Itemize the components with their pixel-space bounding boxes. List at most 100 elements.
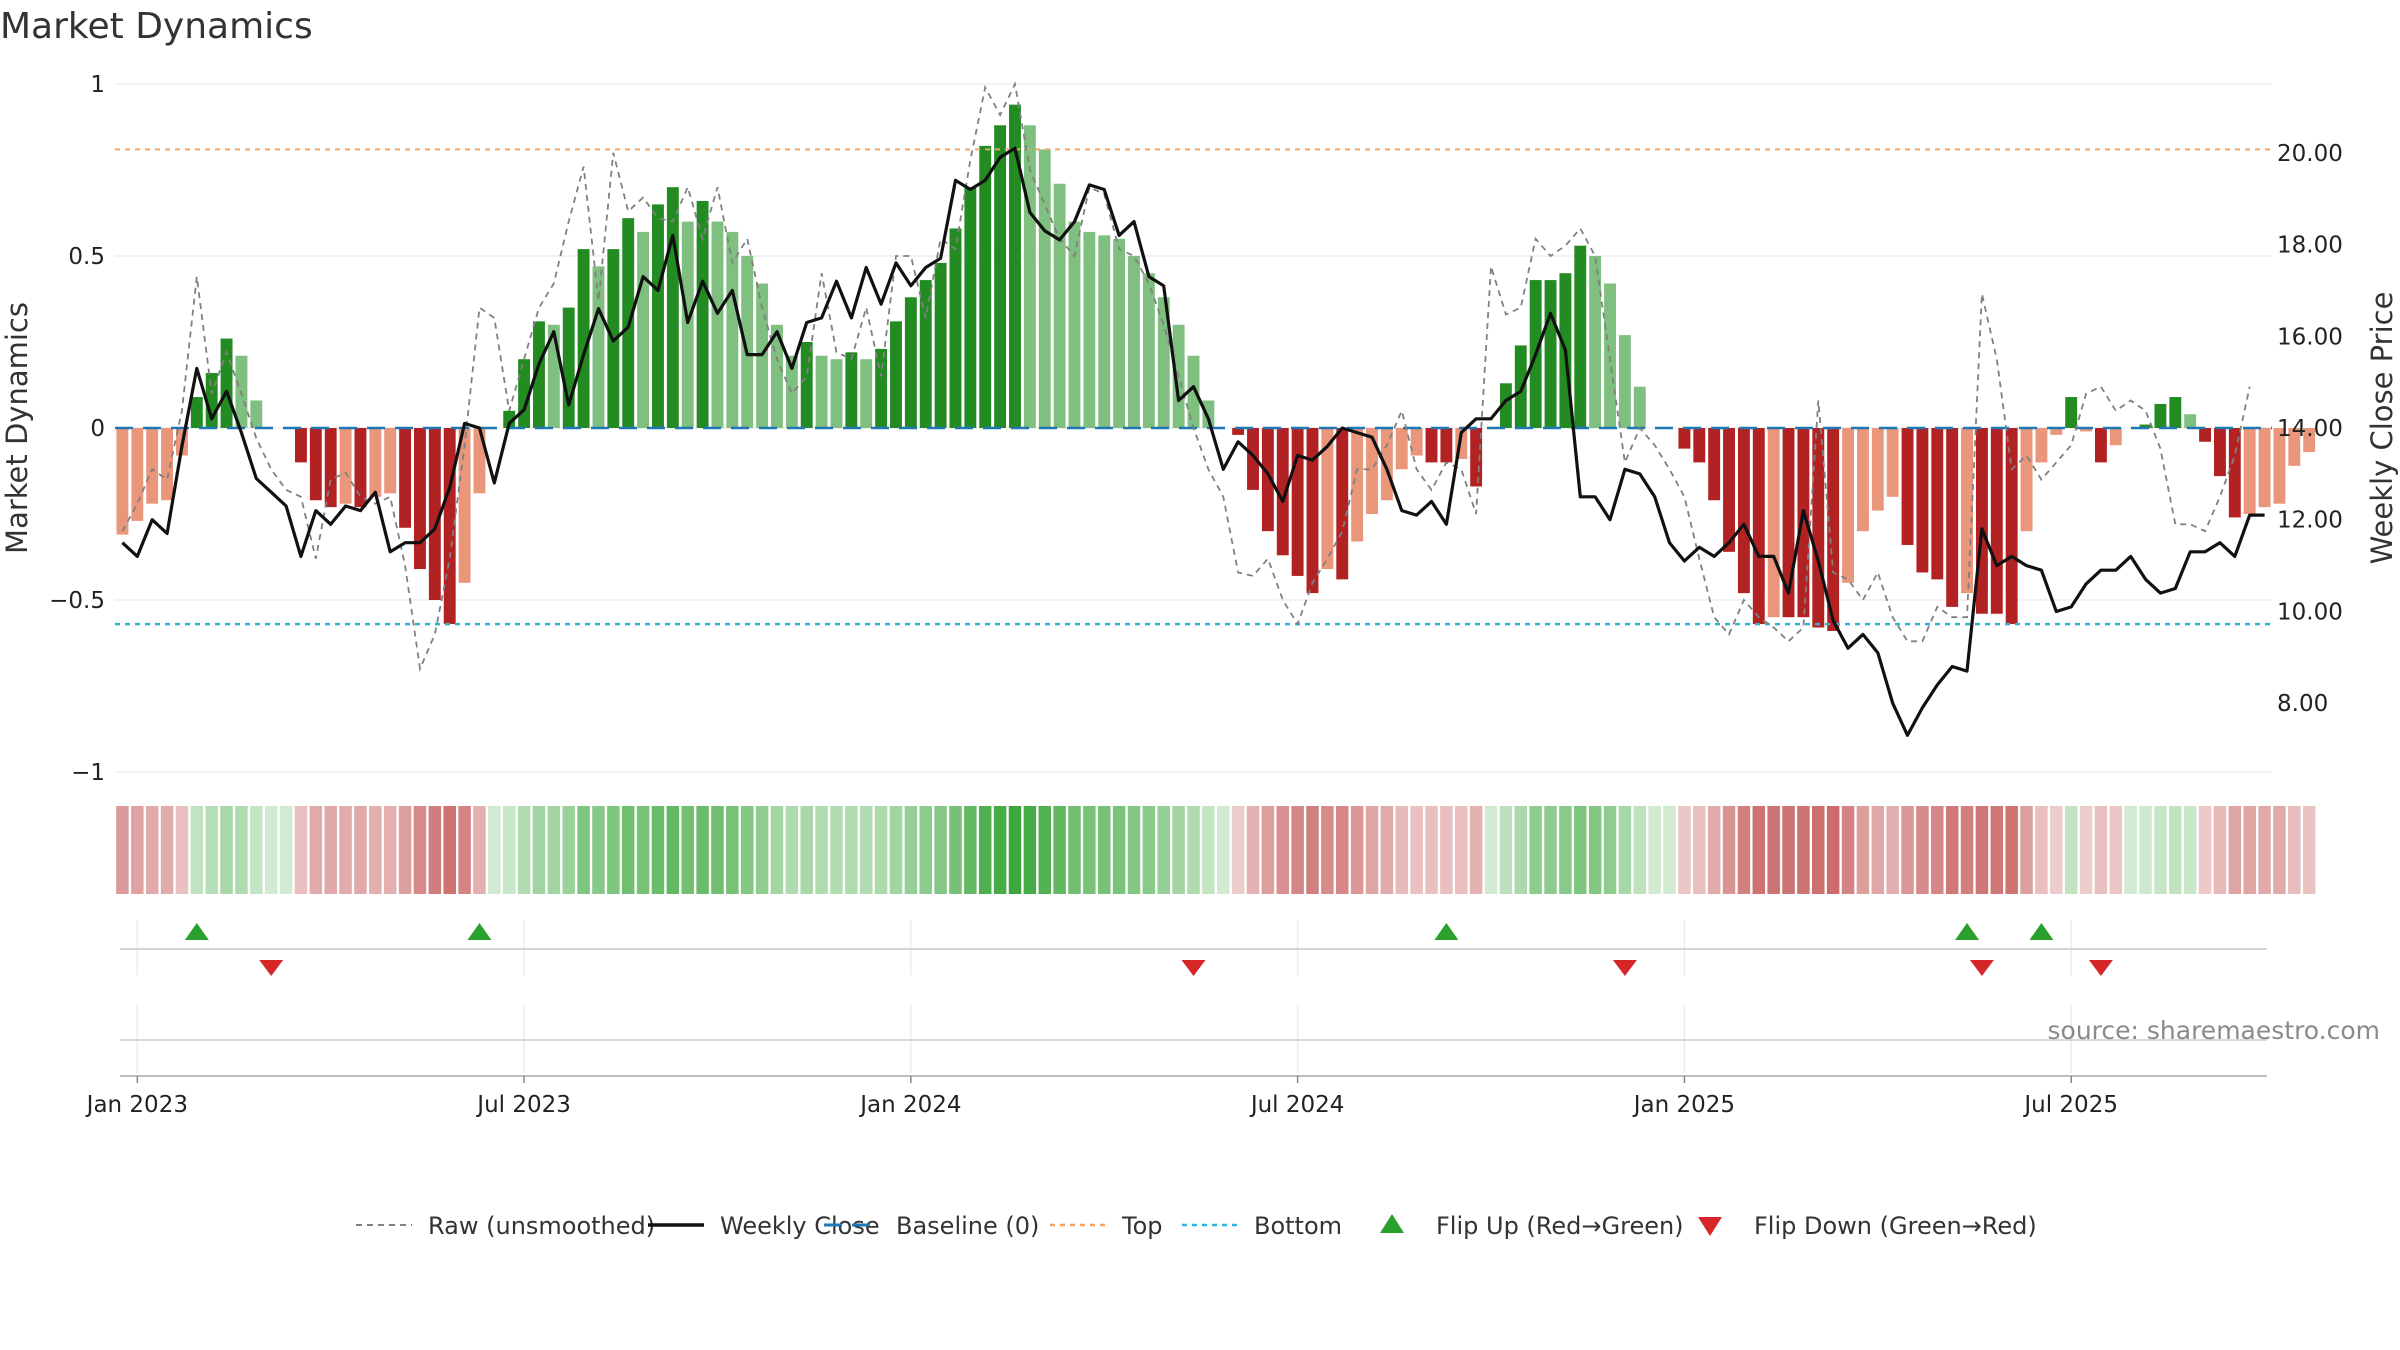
regime-cell [845,806,858,894]
regime-cell [1574,806,1587,894]
regime-cell [1336,806,1349,894]
legend-item-flip_up: Flip Up (Red→Green) [1380,1212,1684,1240]
dynamics-bar [146,428,159,504]
dynamics-bar [562,307,575,428]
dynamics-bar [1737,428,1750,594]
dynamics-bar [1380,428,1393,501]
regime-cell [2079,806,2093,894]
dynamics-bar [1589,256,1602,428]
regime-cell [607,806,620,894]
regime-cell [1455,806,1468,894]
dynamics-bar [1514,345,1527,428]
regime-cell [2213,806,2227,894]
dynamics-bar [1544,280,1557,428]
dynamics-bar [1366,428,1378,514]
source-note: source: sharemaestro.com [2048,1016,2381,1045]
legend-item-bottom: Bottom [1182,1212,1342,1240]
regime-cell [1440,806,1453,894]
dynamics-bar [1009,104,1021,428]
dynamics-bar [1946,428,1959,607]
x-tick-label: Jan 2025 [1632,1092,1735,1118]
regime-cell [2109,806,2123,894]
right-tick-label: 14.00 [2277,416,2343,442]
dynamics-bar [1723,428,1735,552]
dynamics-bar [845,352,858,428]
dynamics-bar [1693,428,1706,463]
regime-cell [577,806,590,894]
legend: Raw (unsmoothed) Weekly Close Baseline (0)… [356,1212,2037,1240]
regime-cell [1603,806,1617,894]
dynamics-bar [1574,245,1587,428]
dynamics-bar [1083,231,1096,428]
legend-item-close: Weekly Close [648,1212,880,1240]
dynamics-bar [666,187,679,428]
raw-series-line [121,81,2251,673]
dynamics-bar [1886,428,1899,497]
regime-cell [1112,806,1126,894]
regime-cell [726,806,739,894]
dynamics-bar [1455,428,1468,459]
regime-cell [1484,806,1498,894]
dynamics-bar [443,428,456,625]
flip-up-marker [1955,923,1980,940]
dynamics-bar [2020,428,2033,532]
regime-cell [770,806,784,894]
dynamics-bar [2228,428,2241,518]
regime-cell [1023,806,1037,894]
right-tick-label: 20.00 [2277,141,2343,167]
dynamics-bar [1098,235,1111,428]
regime-cell [458,806,471,894]
dynamics-bar [2005,428,2018,625]
regime-cell [1217,806,1230,894]
dynamics-bar [1128,256,1140,428]
regime-cell [2198,806,2212,894]
dynamics-bar [1232,428,1245,435]
right-tick-label: 16.00 [2277,324,2343,350]
dynamics-bar [1931,428,1944,580]
dynamics-bar [1618,335,1631,428]
legend-label: Raw (unsmoothed) [428,1212,655,1240]
regime-cell [2273,806,2286,894]
regime-cell [1395,806,1409,894]
left-tick-label: 0.5 [68,244,105,270]
dynamics-bar [2080,428,2093,432]
series-lines [115,81,2272,737]
flip-up-marker [2029,923,2054,940]
right-tick-label: 8.00 [2277,691,2328,717]
dynamics-bar [1856,428,1869,532]
left-axis-label: Market Dynamics [0,302,34,554]
regime-cell [1410,806,1423,894]
regime-cell [1826,806,1840,894]
regime-cell [592,806,605,894]
dynamics-bar [1336,428,1349,580]
chart-title: Market Dynamics [0,6,313,47]
regime-cell [1544,806,1557,894]
dynamics-bar [473,428,486,494]
regime-cell [1469,806,1483,894]
dynamics-bar [934,262,947,428]
regime-cell [383,806,397,894]
dynamics-bar [2109,428,2122,446]
regime-cell [1499,806,1513,894]
dynamics-bar [2094,428,2107,463]
dynamics-bar [726,231,739,428]
regime-cell [1960,806,1974,894]
dynamics-bar [354,428,367,508]
dynamics-bar [1321,428,1334,570]
regime-cell [279,806,293,894]
dynamics-bar [741,256,754,428]
flip-markers-panel [120,920,2267,1073]
regime-cell [1008,806,1022,894]
left-tick-label: −0.5 [49,588,105,614]
dynamics-bar [1812,428,1825,628]
regime-cell [1618,806,1632,894]
regime-cell [1083,806,1096,894]
x-tick-label: Jan 2024 [858,1092,961,1118]
regime-cell [949,806,962,894]
dynamics-bar [1187,355,1200,428]
regime-cell [1782,806,1795,894]
regime-cell [919,806,932,894]
dynamics-bar [860,359,873,428]
dynamics-bar [1752,428,1765,625]
regime-cell [1797,806,1810,894]
